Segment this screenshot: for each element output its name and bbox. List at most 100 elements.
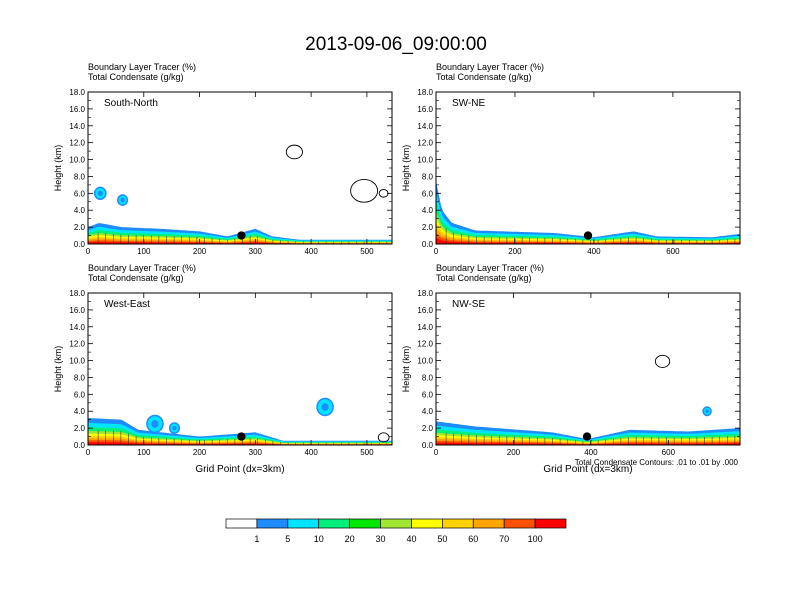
y-tick-label: 2.0 (422, 424, 434, 433)
y-tick-label: 8.0 (422, 373, 434, 382)
y-tick-label: 0.0 (74, 441, 86, 450)
y-tick-label: 0.0 (74, 240, 86, 249)
y-tick-label: 4.0 (422, 206, 434, 215)
y-tick-label: 0.0 (422, 240, 434, 249)
tracer-band-8 (88, 442, 392, 445)
y-tick-label: 10.0 (417, 357, 433, 366)
panel-label: NW-SE (452, 299, 485, 310)
panel-frame (435, 91, 741, 245)
panel-subtitle-1: Boundary Layer Tracer (%) (436, 62, 544, 72)
colorbar-label-1: 5 (285, 534, 290, 544)
colorbar-segment-0 (225, 518, 258, 529)
condensate-streaks (445, 228, 736, 244)
condensate-contour-0 (377, 432, 390, 443)
y-tick-label: 4.0 (422, 407, 434, 416)
panel-label: West-East (104, 299, 150, 310)
condensate-contour-2 (378, 189, 389, 198)
y-tick-label: 6.0 (74, 390, 86, 399)
y-tick-label: 16.0 (417, 105, 433, 114)
x-tick-label: 0 (86, 448, 91, 457)
figure-title: 2013-09-06_09:00:00 (305, 34, 487, 55)
colorbar-label-4: 30 (376, 534, 386, 544)
tracer-blob-core-0 (97, 190, 103, 196)
x-tick-label: 400 (304, 448, 318, 457)
tracer-band-8 (88, 241, 392, 244)
colorbar-segment-5 (380, 518, 412, 529)
tracer-blob-core-0 (151, 420, 159, 428)
y-axis-label: Height (km) (401, 346, 411, 393)
panel-1: 0.0 2.0 4.0 6.0 8.0 10.0 12.0 14.0 16.0 18.0 0 200 4… (401, 62, 741, 256)
y-tick-label: 14.0 (69, 323, 85, 332)
colorbar-label-6: 50 (437, 534, 447, 544)
colorbar-label-5: 40 (406, 534, 416, 544)
y-axis-label: Height (km) (53, 346, 63, 393)
x-tick-label: 600 (666, 247, 680, 256)
panels-group: 0.0 2.0 4.0 6.0 8.0 10.0 12.0 14.0 16.0 18.0 0 100 2… (53, 62, 741, 475)
y-tick-label: 12.0 (417, 139, 433, 148)
tracer-blob-core-1 (172, 425, 177, 431)
panel-label: SW-NE (452, 98, 485, 109)
condensate-streaks (97, 232, 388, 244)
y-tick-label: 14.0 (417, 323, 433, 332)
x-tick-label: 500 (360, 247, 374, 256)
x-tick-label: 0 (86, 247, 91, 256)
y-tick-label: 16.0 (69, 105, 85, 114)
y-tick-label: 2.0 (74, 424, 86, 433)
y-tick-label: 6.0 (422, 390, 434, 399)
x-tick-label: 200 (507, 448, 521, 457)
panel-subtitle-2: Total Condensate (g/kg) (436, 72, 532, 82)
panel-subtitle-2: Total Condensate (g/kg) (436, 273, 532, 283)
plot-area (88, 397, 392, 445)
y-axis-label: Height (km) (401, 145, 411, 192)
colorbar-segment-7 (442, 518, 474, 529)
location-marker (237, 432, 246, 441)
location-marker (583, 231, 593, 240)
panel-frame (435, 292, 741, 446)
panel-2: 0.0 2.0 4.0 6.0 8.0 10.0 12.0 14.0 16.0 18.0 0 100 2… (53, 263, 393, 475)
panel-frame (87, 91, 393, 245)
panel-subtitle-2: Total Condensate (g/kg) (88, 72, 184, 82)
colorbar-segment-3 (318, 518, 350, 529)
y-axis-label: Height (km) (53, 145, 63, 192)
y-tick-label: 4.0 (74, 407, 86, 416)
x-tick-label: 400 (584, 448, 598, 457)
panel-subtitle-2: Total Condensate (g/kg) (88, 273, 184, 283)
x-tick-label: 300 (249, 247, 263, 256)
x-tick-label: 0 (434, 247, 439, 256)
x-tick-label: 300 (249, 448, 263, 457)
panel-3: 0.0 2.0 4.0 6.0 8.0 10.0 12.0 14.0 16.0 18.0 0 200 4… (401, 263, 741, 475)
condensate-contour-0 (285, 144, 303, 160)
x-tick-label: 400 (304, 247, 318, 256)
y-tick-label: 12.0 (417, 340, 433, 349)
y-tick-label: 16.0 (417, 306, 433, 315)
location-marker (582, 432, 592, 441)
colorbar-segment-4 (349, 518, 381, 529)
colorbar-segment-8 (472, 518, 505, 529)
condensate-streaks (445, 432, 736, 445)
y-tick-label: 6.0 (422, 189, 434, 198)
tracer-blob-core-1 (120, 197, 125, 203)
panel-subtitle-1: Boundary Layer Tracer (%) (88, 62, 196, 72)
condensate-contour-1 (350, 178, 379, 203)
y-tick-label: 10.0 (69, 357, 85, 366)
location-marker (237, 231, 246, 240)
x-tick-label: 600 (662, 448, 676, 457)
panel-0: 0.0 2.0 4.0 6.0 8.0 10.0 12.0 14.0 16.0 18.0 0 100 2… (53, 62, 393, 256)
condensate-contour-0 (654, 354, 671, 368)
x-tick-label: 200 (193, 247, 207, 256)
y-tick-label: 12.0 (69, 139, 85, 148)
colorbar-label-3: 20 (345, 534, 355, 544)
colorbar-segment-2 (287, 518, 320, 529)
y-tick-label: 8.0 (74, 172, 86, 181)
footnote-text: Total Condensate Contours: .01 to .01 by… (575, 458, 739, 467)
y-tick-label: 10.0 (69, 156, 85, 165)
y-tick-label: 2.0 (74, 223, 86, 232)
panel-label: South-North (104, 98, 158, 109)
y-tick-label: 18.0 (69, 88, 85, 97)
colorbar-label-9: 100 (528, 534, 543, 544)
colorbar-segment-10 (534, 518, 567, 529)
y-tick-label: 14.0 (69, 122, 85, 131)
y-tick-label: 8.0 (422, 172, 434, 181)
x-axis-label: Grid Point (dx=3km) (195, 464, 284, 475)
